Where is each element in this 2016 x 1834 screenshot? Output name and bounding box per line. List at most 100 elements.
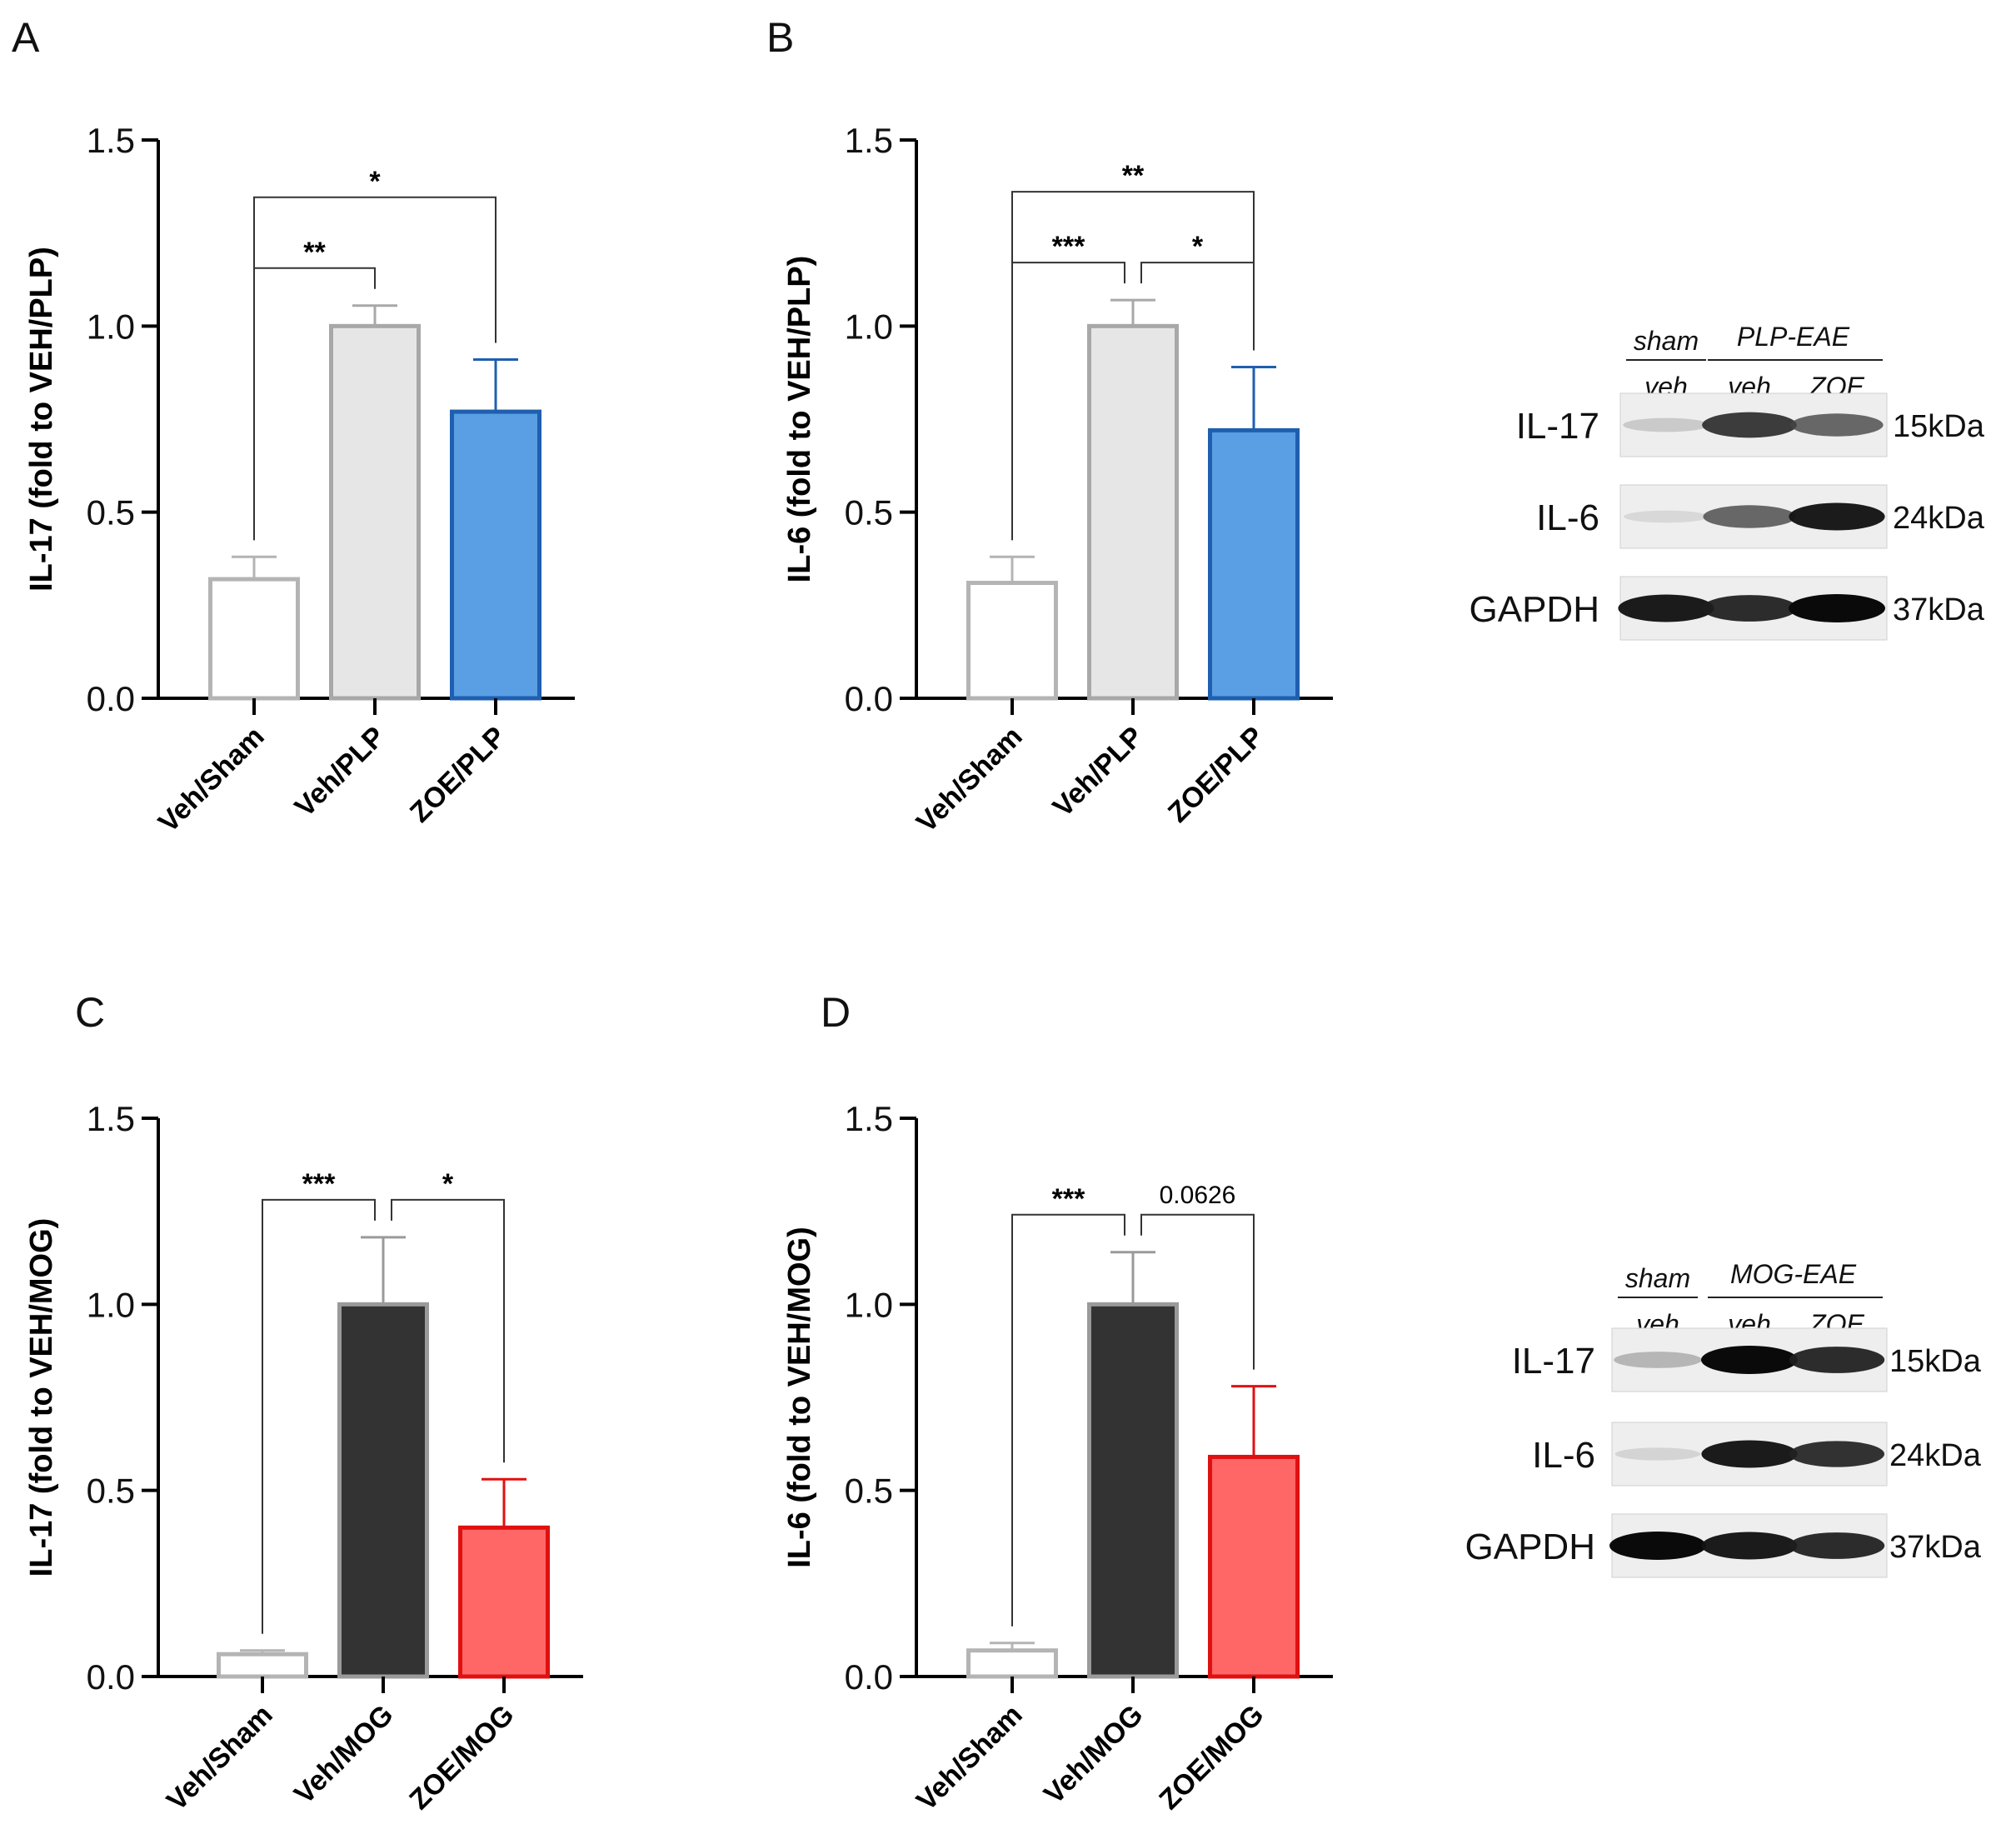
blot-band [1701, 1346, 1798, 1374]
blot-band [1789, 1441, 1885, 1467]
significance-label: 0.0626 [1160, 1182, 1236, 1209]
significance-label: *** [1052, 231, 1085, 262]
category-label: ZOE/MOG [1153, 1699, 1270, 1816]
significance-bracket [1011, 1213, 1125, 1627]
bar [208, 577, 300, 701]
bar [337, 1302, 429, 1679]
blot-band [1614, 1352, 1702, 1368]
blot-protein-label: GAPDH [1470, 589, 1599, 630]
blot-band [1618, 594, 1714, 622]
significance-bracket [1011, 191, 1255, 541]
blot-size-label: 24kDa [1889, 1438, 1982, 1473]
significance-label: * [1192, 231, 1204, 262]
significance-label: *** [1052, 1183, 1085, 1215]
y-tick-label: 0.5 [845, 1472, 893, 1511]
bar-chart-a: 0.0 0.5 1.0 1.5 IL-17 (fold to VEH/PLP) Veh/S… [24, 121, 575, 839]
category-label: Veh/Sham [911, 1699, 1029, 1817]
blot-size-label: 37kDa [1889, 1530, 1982, 1565]
blot-size-label: 15kDa [1893, 409, 1985, 444]
y-axis-title: IL-17 (fold to VEH/PLP) [24, 247, 59, 592]
bar [329, 323, 421, 701]
category-label: ZOE/PLP [404, 721, 512, 829]
bar [1208, 427, 1300, 701]
panel-label-d: D [821, 989, 851, 1036]
y-tick-label: 0.0 [87, 679, 135, 718]
category-label: Veh/Sham [911, 721, 1029, 839]
blot-band [1701, 595, 1798, 622]
panel-label-c: C [75, 989, 105, 1036]
category-label: Veh/Sham [161, 1699, 279, 1817]
bar [966, 1648, 1058, 1679]
blot-band [1701, 1440, 1798, 1468]
significance-label: * [369, 166, 381, 197]
significance-bracket [391, 1198, 505, 1463]
blot-group-label: sham [1634, 326, 1699, 356]
blot-protein-label: IL-17 [1512, 1341, 1595, 1382]
bar [1087, 1302, 1179, 1679]
bar [1208, 1454, 1300, 1679]
category-label: ZOE/MOG [403, 1699, 520, 1816]
y-tick-label: 0.5 [87, 493, 135, 532]
y-tick-label: 1.0 [87, 1285, 135, 1324]
bar [966, 581, 1058, 701]
y-tick-label: 1.0 [845, 307, 893, 346]
category-label: Veh/PLP [289, 721, 392, 823]
category-label: Veh/Sham [152, 721, 271, 839]
y-tick-label: 0.0 [845, 679, 893, 718]
category-label: Veh/PLP [1047, 721, 1150, 823]
significance-bracket [262, 1198, 376, 1634]
bar [458, 1525, 550, 1679]
blot-band [1790, 413, 1884, 437]
bar [1087, 323, 1179, 701]
blot-band [1702, 412, 1797, 438]
blot-band [1701, 1532, 1798, 1560]
y-axis-title: IL-6 (fold to VEH/MOG) [782, 1227, 817, 1568]
y-tick-label: 0.0 [87, 1657, 135, 1697]
blot-size-label: 15kDa [1889, 1344, 1982, 1379]
blot-band [1789, 1347, 1885, 1373]
blot-group-label: MOG-EAE [1730, 1259, 1857, 1289]
y-tick-label: 1.5 [87, 1099, 135, 1138]
bar-chart-c: 0.0 0.5 1.0 1.5 IL-17 (fold to VEH/MOG) Veh/S… [24, 1099, 583, 1817]
bar [450, 409, 541, 701]
y-tick-label: 1.5 [87, 121, 135, 160]
blot-band [1623, 417, 1709, 432]
blot-band [1614, 1447, 1701, 1461]
y-tick-label: 1.0 [87, 307, 135, 346]
blot-protein-label: IL-17 [1516, 406, 1599, 447]
significance-bracket [253, 196, 497, 541]
panel-label-b: B [766, 14, 794, 61]
bar-chart-d: 0.0 0.5 1.0 1.5 IL-6 (fold to VEH/MOG) Veh/Sh… [782, 1099, 1333, 1817]
y-tick-label: 1.5 [845, 121, 893, 160]
category-label: Veh/MOG [1038, 1699, 1150, 1811]
category-label: Veh/MOG [288, 1699, 400, 1811]
blot-size-label: 37kDa [1893, 592, 1985, 627]
bar [217, 1652, 308, 1679]
blot-band [1703, 505, 1796, 528]
blot-protein-label: GAPDH [1465, 1527, 1595, 1567]
y-tick-label: 0.0 [845, 1657, 893, 1697]
y-tick-label: 1.5 [845, 1099, 893, 1138]
y-tick-label: 0.5 [87, 1472, 135, 1511]
category-label: ZOE/PLP [1162, 721, 1270, 829]
panel-label-a: A [12, 14, 40, 61]
y-axis-title: IL-17 (fold to VEH/MOG) [24, 1218, 59, 1577]
bar-chart-b: 0.0 0.5 1.0 1.5 IL-6 (fold to VEH/PLP) Veh/Sh… [782, 121, 1333, 839]
y-tick-label: 1.0 [845, 1285, 893, 1324]
blot-band [1624, 510, 1709, 523]
blot-band [1609, 1532, 1706, 1560]
significance-label: ** [1122, 160, 1145, 192]
blot-band [1789, 594, 1885, 622]
significance-label: * [442, 1168, 454, 1200]
blot-band [1789, 1532, 1885, 1559]
significance-label: *** [302, 1168, 336, 1200]
blot-size-label: 24kDa [1893, 501, 1985, 536]
significance-label: ** [303, 237, 326, 268]
y-axis-title: IL-6 (fold to VEH/PLP) [782, 256, 817, 583]
y-tick-label: 0.5 [845, 493, 893, 532]
blot-group-label: PLP-EAE [1737, 322, 1850, 352]
significance-bracket [1140, 1213, 1255, 1370]
blot-band [1789, 502, 1885, 531]
